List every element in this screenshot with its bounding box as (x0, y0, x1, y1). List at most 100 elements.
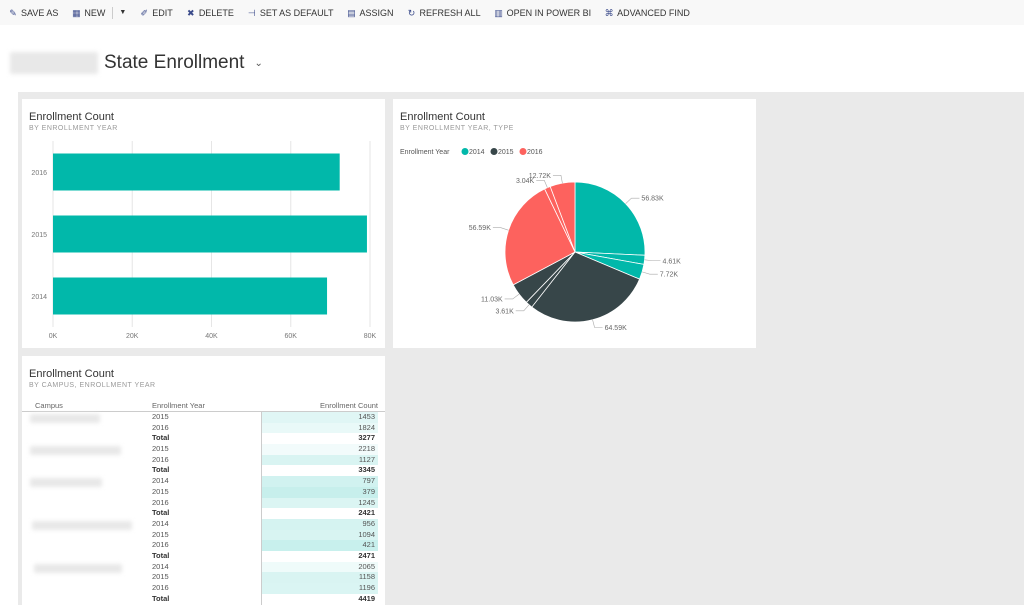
redacted-campus-name (34, 563, 122, 573)
matrix-table: Campus Enrollment Year Enrollment Count … (22, 400, 385, 605)
button-label: REFRESH ALL (419, 7, 481, 18)
column-divider (261, 412, 262, 605)
command-bar: ✎ SAVE AS ▦ NEW ▼ ✐ EDIT ✖ DELETE ⊣ SET AS DEFAULT… (0, 0, 1024, 25)
year-cell: 2015 (152, 529, 169, 539)
data-label: 7.72K (660, 272, 679, 279)
count-cell: 1158 (262, 572, 378, 583)
year-cell: Total (152, 593, 170, 603)
redacted-campus-name (32, 520, 132, 530)
tile-title: Enrollment Count (29, 368, 114, 380)
save-as-button[interactable]: ✎ SAVE AS (8, 8, 58, 18)
count-cell: 421 (262, 540, 378, 551)
y-tick-label: 2016 (31, 170, 47, 177)
table-row: 2014 2065 (22, 561, 385, 573)
year-cell: Total (152, 550, 170, 560)
table-row: 2014 956 (22, 518, 385, 530)
advanced-find-button[interactable]: ⌘ ADVANCED FIND (604, 8, 690, 18)
data-label: 3.04K (516, 178, 535, 185)
total-row: Total 2471 (22, 550, 385, 562)
count-cell: 3345 (262, 465, 378, 477)
button-label: ADVANCED FIND (617, 7, 690, 18)
refresh-all-button[interactable]: ↻ REFRESH ALL (407, 8, 481, 18)
column-header-campus[interactable]: Campus (35, 401, 63, 410)
x-tick-label: 20K (126, 333, 139, 340)
chevron-down-icon[interactable]: ⌄ (254, 57, 263, 69)
legend-item-2015: 2015 (498, 149, 514, 156)
table-row: 2016 1127 (22, 454, 385, 466)
year-cell: 2016 (152, 422, 169, 432)
year-cell: 2015 (152, 412, 169, 421)
year-cell: Total (152, 508, 170, 518)
bar-chart-tile[interactable]: Enrollment Count BY ENROLLMENT YEAR 0K 20… (22, 99, 385, 348)
column-header-year[interactable]: Enrollment Year (152, 401, 205, 410)
count-cell: 379 (262, 486, 378, 498)
table-tile[interactable]: Enrollment Count BY CAMPUS, ENROLLMENT Y… (22, 356, 385, 605)
redacted-campus-name (30, 478, 102, 488)
assign-icon: ▤ (347, 7, 356, 18)
count-cell: 2421 (262, 508, 378, 519)
save-as-icon: ✎ (9, 7, 17, 18)
count-cell: 797 (262, 476, 378, 487)
pin-icon: ⊣ (247, 7, 256, 18)
table-row: 2016 1196 (22, 583, 385, 594)
count-cell: 1094 (262, 529, 378, 541)
leader-line (515, 304, 530, 312)
count-cell: 1245 (262, 497, 378, 509)
edit-button[interactable]: ✐ EDIT (139, 8, 173, 18)
delete-icon: ✖ (187, 7, 195, 18)
view-selector[interactable]: State Enrollment ⌄ (10, 52, 263, 74)
legend-marker-2015 (490, 148, 498, 155)
count-cell: 956 (262, 518, 378, 530)
data-label: 4.61K (663, 258, 682, 265)
legend-marker-2016 (519, 148, 527, 155)
leader-line (492, 227, 509, 231)
table-row: 2014 797 (22, 476, 385, 488)
x-tick-label: 80K (364, 333, 377, 340)
year-cell: 2014 (152, 561, 169, 571)
legend-marker-2014 (461, 148, 469, 155)
bar-2015 (53, 215, 367, 253)
open-in-power-bi-button[interactable]: ▥ OPEN IN POWER BI (494, 7, 591, 18)
total-row: Total 4419 (22, 593, 385, 605)
year-cell: Total (152, 465, 170, 475)
leader-line (504, 293, 520, 300)
pie-chart-tile[interactable]: Enrollment Count BY ENROLLMENT YEAR, TYP… (393, 99, 756, 348)
table-row: 2015 1158 (22, 572, 385, 583)
pie-chart: Enrollment Year 2014 2015 2016 56.83K 4.61K 7.… (400, 148, 682, 332)
new-dropdown-button[interactable]: ▼ (119, 9, 126, 16)
data-label: 56.83K (641, 196, 664, 203)
count-cell: 3277 (262, 433, 378, 445)
count-cell: 1824 (262, 422, 378, 434)
table-row: 2015 379 (22, 486, 385, 498)
count-cell: 1196 (262, 583, 378, 594)
bar-2016 (53, 153, 340, 191)
year-cell: 2015 (152, 486, 169, 496)
column-header-count[interactable]: Enrollment Count (320, 401, 378, 410)
year-cell: Total (152, 433, 170, 443)
powerbi-icon: ▥ (494, 7, 503, 18)
count-cell: 2218 (262, 444, 378, 455)
year-cell: 2015 (152, 572, 169, 582)
new-button[interactable]: ▦ NEW (71, 8, 105, 18)
total-row: Total 3345 (22, 465, 385, 477)
table-row: 2015 2218 (22, 444, 385, 456)
legend-title: Enrollment Year (400, 149, 450, 156)
set-as-default-button[interactable]: ⊣ SET AS DEFAULT (247, 8, 334, 18)
button-label: SAVE AS (21, 7, 59, 18)
refresh-icon: ↻ (407, 7, 416, 18)
leader-line (536, 180, 548, 188)
tile-subtitle: BY ENROLLMENT YEAR (29, 125, 118, 132)
data-label: 3.61K (495, 308, 514, 315)
count-cell: 4419 (262, 593, 378, 605)
year-cell: 2015 (152, 444, 169, 454)
redacted-campus-name (30, 446, 121, 456)
table-row: 2015 1453 (22, 412, 385, 423)
x-tick-label: 0K (49, 333, 58, 340)
delete-button[interactable]: ✖ DELETE (186, 8, 234, 18)
pie-slice-2016 (504, 188, 576, 286)
year-cell: 2016 (152, 497, 169, 507)
button-label: EDIT (152, 7, 173, 18)
data-label: 12.72K (529, 173, 552, 180)
assign-button[interactable]: ▤ ASSIGN (347, 7, 393, 18)
data-label: 11.03K (481, 296, 503, 303)
